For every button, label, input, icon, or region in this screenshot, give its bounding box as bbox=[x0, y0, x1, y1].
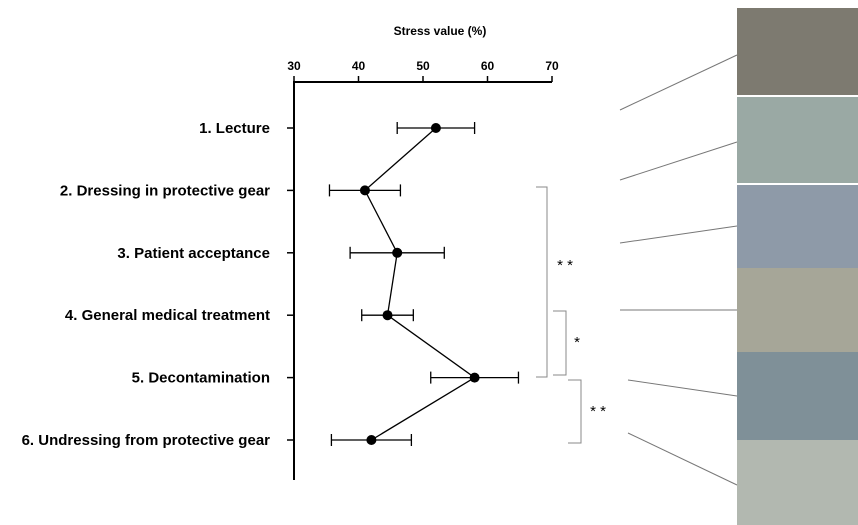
category-label: 2. Dressing in protective gear bbox=[60, 182, 270, 199]
photo bbox=[737, 97, 858, 183]
brackets bbox=[536, 187, 581, 443]
category-label: 4. General medical treatment bbox=[65, 307, 270, 324]
connector bbox=[628, 380, 737, 396]
point bbox=[366, 435, 376, 445]
photo bbox=[737, 8, 858, 95]
bracket bbox=[536, 187, 547, 377]
photos bbox=[737, 8, 858, 525]
x-tick-label: 60 bbox=[481, 59, 495, 73]
photo bbox=[737, 185, 858, 268]
point bbox=[470, 373, 480, 383]
significance: * * bbox=[557, 257, 573, 274]
chart: Stress value (%) * * * * * 30 40 50 60 70 1. … bbox=[0, 0, 858, 525]
category-label: 6. Undressing from protective gear bbox=[22, 432, 271, 449]
point bbox=[383, 310, 393, 320]
x-tick-label: 70 bbox=[545, 59, 559, 73]
x-tick-label: 40 bbox=[352, 59, 366, 73]
significance: * * bbox=[590, 403, 606, 420]
x-tick-label: 50 bbox=[416, 59, 430, 73]
connector bbox=[620, 226, 737, 243]
significance: * bbox=[574, 334, 580, 351]
bracket bbox=[553, 311, 566, 375]
line bbox=[365, 128, 475, 440]
connector bbox=[628, 433, 737, 485]
point bbox=[392, 248, 402, 258]
x-tick-label: 30 bbox=[287, 59, 301, 73]
bracket bbox=[568, 380, 581, 443]
point bbox=[431, 123, 441, 133]
photo bbox=[737, 352, 858, 440]
connector bbox=[620, 142, 737, 180]
category-label: 3. Patient acceptance bbox=[117, 245, 270, 262]
category-label: 5. Decontamination bbox=[132, 370, 270, 387]
photo bbox=[737, 440, 858, 525]
connectors bbox=[620, 55, 737, 485]
axis-title: Stress value (%) bbox=[394, 24, 487, 38]
connector bbox=[620, 55, 737, 110]
category-label: 1. Lecture bbox=[199, 120, 270, 137]
point bbox=[360, 185, 370, 195]
photo bbox=[737, 268, 858, 352]
